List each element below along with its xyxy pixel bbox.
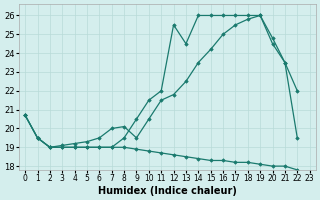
X-axis label: Humidex (Indice chaleur): Humidex (Indice chaleur) (98, 186, 237, 196)
